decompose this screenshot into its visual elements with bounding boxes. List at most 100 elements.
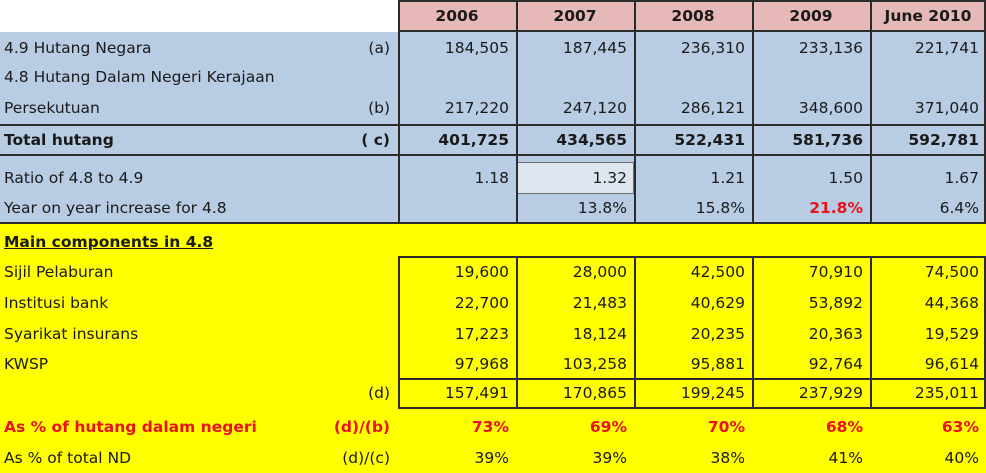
value-cell[interactable]: 40,629 (690, 294, 745, 312)
row-label[interactable]: Syarikat insurans (4, 325, 139, 343)
value-cell[interactable]: 44,368 (924, 294, 979, 312)
section-title[interactable]: Main components in 4.8 (4, 233, 214, 251)
value-cell[interactable]: 70,910 (808, 263, 863, 281)
value-cell[interactable]: 13.8% (577, 199, 627, 217)
value-cell[interactable]: 235,011 (914, 384, 979, 402)
row-ratio: Ratio of 4.8 to 4.9 1.18 1.32 1.21 1.50 … (0, 163, 986, 193)
row-ref[interactable]: (d)/(c) (342, 449, 390, 467)
year-header[interactable]: June 2010 (884, 7, 972, 25)
value-cell[interactable]: 20,363 (808, 325, 863, 343)
value-cell[interactable]: 70% (707, 418, 745, 436)
value-cell[interactable]: 28,000 (572, 263, 627, 281)
value-cell[interactable]: 1.50 (828, 169, 863, 187)
value-cell[interactable]: 63% (941, 418, 979, 436)
row-label[interactable]: Ratio of 4.8 to 4.9 (4, 169, 144, 187)
value-cell[interactable]: 221,741 (914, 39, 979, 57)
border-line (398, 30, 986, 32)
row-ref[interactable]: (d)/(b) (333, 418, 390, 436)
value-cell[interactable]: 217,220 (444, 99, 509, 117)
value-cell[interactable]: 15.8% (695, 199, 745, 217)
row-ref[interactable]: (b) (368, 99, 390, 117)
value-cell[interactable]: 19,600 (454, 263, 509, 281)
value-cell[interactable]: 92,764 (808, 355, 863, 373)
value-cell[interactable]: 434,565 (556, 131, 627, 149)
row-label[interactable]: Total hutang (4, 131, 114, 149)
year-header[interactable]: 2009 (789, 7, 833, 25)
value-cell[interactable]: 1.18 (474, 169, 509, 187)
value-cell[interactable]: 401,725 (438, 131, 509, 149)
value-cell[interactable]: 97,968 (454, 355, 509, 373)
row-label[interactable]: 4.8 Hutang Dalam Negeri Kerajaan (4, 68, 275, 86)
value-cell[interactable]: 199,245 (680, 384, 745, 402)
value-cell[interactable]: 371,040 (914, 99, 979, 117)
value-cell[interactable]: 69% (589, 418, 627, 436)
value-cell[interactable]: 233,136 (798, 39, 863, 57)
row-ref[interactable]: (d) (368, 384, 390, 402)
row-label[interactable]: Sijil Pelaburan (4, 263, 114, 281)
row-label[interactable]: 4.9 Hutang Negara (4, 39, 152, 57)
value-cell[interactable]: 247,120 (562, 99, 627, 117)
row-label[interactable]: Institusi bank (4, 294, 109, 312)
value-cell[interactable]: 1.67 (944, 169, 979, 187)
row-ref[interactable]: ( c) (361, 131, 390, 149)
value-cell[interactable]: 19,529 (924, 325, 979, 343)
blue-section-fill (0, 32, 986, 222)
row-hutang-dalam-negeri-line1: 4.8 Hutang Dalam Negeri Kerajaan (0, 63, 986, 91)
row-ref[interactable]: (a) (368, 39, 390, 57)
value-cell[interactable]: 18,124 (572, 325, 627, 343)
border-line (752, 0, 754, 222)
value-cell[interactable]: 348,600 (798, 99, 863, 117)
row-label[interactable]: As % of total ND (4, 449, 132, 467)
value-cell[interactable]: 95,881 (690, 355, 745, 373)
value-cell[interactable]: 73% (471, 418, 509, 436)
border-line (634, 0, 636, 222)
value-cell[interactable]: 184,505 (444, 39, 509, 57)
value-cell-highlight[interactable]: 21.8% (809, 199, 863, 217)
value-cell[interactable]: 236,310 (680, 39, 745, 57)
value-cell[interactable]: 1.32 (592, 169, 627, 187)
value-cell[interactable]: 41% (828, 449, 863, 467)
value-cell[interactable]: 53,892 (808, 294, 863, 312)
value-cell[interactable]: 17,223 (454, 325, 509, 343)
row-pct-total-nd: As % of total ND (d)/(c) 39% 39% 38% 41%… (0, 444, 986, 472)
value-cell[interactable]: 38% (710, 449, 745, 467)
row-label[interactable]: As % of hutang dalam negeri (4, 418, 257, 436)
row-label[interactable]: Year on year increase for 4.8 (4, 199, 227, 217)
border-line (398, 407, 986, 409)
value-cell[interactable]: 21,483 (572, 294, 627, 312)
value-cell[interactable]: 39% (592, 449, 627, 467)
value-cell[interactable]: 157,491 (444, 384, 509, 402)
row-component: Sijil Pelaburan 19,600 28,000 42,500 70,… (0, 258, 986, 286)
value-cell[interactable]: 187,445 (562, 39, 627, 57)
value-cell[interactable]: 96,614 (924, 355, 979, 373)
value-cell[interactable]: 6.4% (939, 199, 979, 217)
value-cell[interactable]: 237,929 (798, 384, 863, 402)
value-cell[interactable]: 1.21 (710, 169, 745, 187)
value-cell[interactable]: 74,500 (924, 263, 979, 281)
value-cell[interactable]: 22,700 (454, 294, 509, 312)
value-cell[interactable]: 286,121 (680, 99, 745, 117)
value-cell[interactable]: 40% (944, 449, 979, 467)
row-label[interactable]: Persekutuan (4, 99, 100, 117)
value-cell[interactable]: 581,736 (792, 131, 863, 149)
value-cell[interactable]: 20,235 (690, 325, 745, 343)
year-header[interactable]: 2007 (553, 7, 597, 25)
year-header[interactable]: 2006 (435, 7, 479, 25)
value-cell[interactable]: 42,500 (690, 263, 745, 281)
border-line (0, 124, 986, 126)
value-cell[interactable]: 39% (474, 449, 509, 467)
border-line (516, 256, 518, 408)
year-header[interactable]: 2008 (671, 7, 715, 25)
value-cell[interactable]: 68% (825, 418, 863, 436)
value-cell[interactable]: 103,258 (562, 355, 627, 373)
value-cell[interactable] (398, 194, 516, 222)
border-line (870, 256, 872, 408)
value-cell[interactable]: 522,431 (674, 131, 745, 149)
row-label[interactable]: KWSP (4, 355, 49, 373)
value-cell[interactable]: 170,865 (562, 384, 627, 402)
border-line (516, 0, 518, 222)
value-cell[interactable]: 592,781 (908, 131, 979, 149)
row-components-subtotal: (d) 157,491 170,865 199,245 237,929 235,… (0, 379, 986, 407)
row-component: KWSP 97,968 103,258 95,881 92,764 96,614 (0, 350, 986, 378)
